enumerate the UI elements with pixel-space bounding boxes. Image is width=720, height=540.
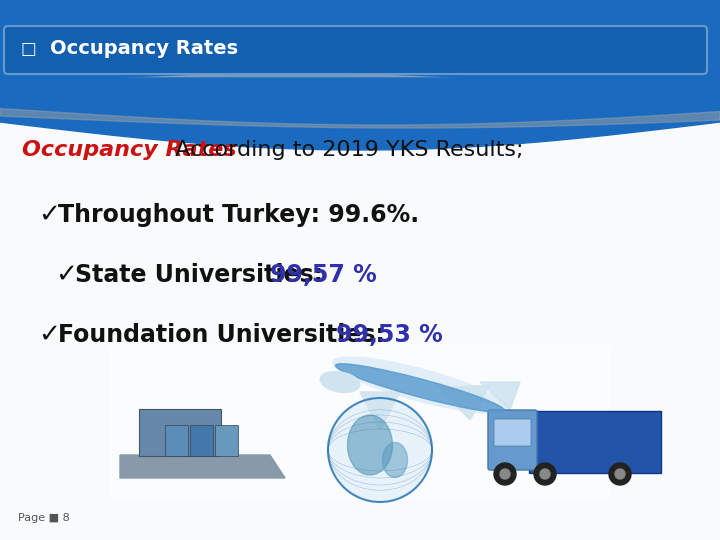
Text: State Universities:: State Universities: <box>75 263 331 287</box>
Circle shape <box>494 463 516 485</box>
Polygon shape <box>440 385 490 420</box>
FancyBboxPatch shape <box>494 419 531 446</box>
Polygon shape <box>480 382 520 410</box>
FancyBboxPatch shape <box>529 411 661 473</box>
Text: Page ■ 8: Page ■ 8 <box>18 513 70 523</box>
Text: □: □ <box>20 40 36 58</box>
FancyBboxPatch shape <box>139 409 221 456</box>
Circle shape <box>534 463 556 485</box>
Circle shape <box>609 463 631 485</box>
FancyBboxPatch shape <box>215 424 238 456</box>
Ellipse shape <box>336 364 505 412</box>
Ellipse shape <box>348 415 392 475</box>
Ellipse shape <box>382 442 408 477</box>
Circle shape <box>328 398 432 502</box>
FancyBboxPatch shape <box>110 345 610 500</box>
FancyBboxPatch shape <box>0 80 720 540</box>
FancyBboxPatch shape <box>164 424 187 456</box>
Ellipse shape <box>320 372 360 393</box>
Text: ✓: ✓ <box>38 202 60 228</box>
Text: ✓: ✓ <box>55 262 77 288</box>
Text: Foundation Universities:: Foundation Universities: <box>58 323 393 347</box>
Text: 99,53 %: 99,53 % <box>336 323 443 347</box>
Polygon shape <box>120 455 285 478</box>
FancyBboxPatch shape <box>189 424 212 456</box>
Polygon shape <box>360 392 400 430</box>
FancyBboxPatch shape <box>4 26 707 74</box>
Text: Throughout Turkey: 99.6%.: Throughout Turkey: 99.6%. <box>58 203 419 227</box>
FancyBboxPatch shape <box>0 0 720 80</box>
Text: According to 2019 YKS Results;: According to 2019 YKS Results; <box>168 140 523 160</box>
Text: Occupancy Rates: Occupancy Rates <box>50 39 238 58</box>
Text: 99,57 %: 99,57 % <box>270 263 377 287</box>
FancyBboxPatch shape <box>488 410 537 470</box>
Ellipse shape <box>333 357 507 413</box>
Text: ✓: ✓ <box>38 322 60 348</box>
Text: Occupancy Rates: Occupancy Rates <box>22 140 237 160</box>
Circle shape <box>615 469 625 479</box>
Circle shape <box>540 469 550 479</box>
Circle shape <box>500 469 510 479</box>
